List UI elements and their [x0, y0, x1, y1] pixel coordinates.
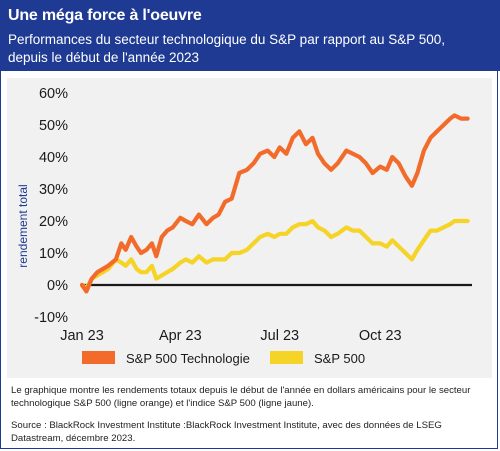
x-tick-label: Apr 23 — [159, 328, 202, 344]
legend: S&P 500 Technologie S&P 500 — [82, 351, 365, 366]
x-axis-labels: Jan 23 Apr 23 Jul 23 Oct 23 — [60, 328, 401, 344]
legend-label-tech: S&P 500 Technologie — [126, 351, 250, 366]
series-line-sp500 — [79, 218, 470, 291]
series-line-tech — [79, 113, 470, 294]
y-tick-label: -10% — [34, 310, 68, 326]
x-tick-label: Oct 23 — [359, 328, 402, 344]
chart-description: Le graphique montre les rendements totau… — [11, 385, 471, 409]
series-layer — [79, 113, 470, 294]
y-tick-label: 10% — [39, 246, 68, 262]
x-tick-label: Jan 23 — [60, 328, 104, 344]
header-banner: Une méga force à l'oeuvre Performances d… — [0, 0, 500, 71]
y-tick-label: 0% — [47, 278, 68, 294]
chart-panel: 60% 50% 40% 30% 20% 10% 0% -10% rendement total… — [7, 78, 492, 378]
y-tick-label: 30% — [39, 182, 68, 198]
legend-swatch-tech — [82, 351, 115, 364]
y-tick-label: 40% — [39, 150, 68, 166]
line-chart: 60% 50% 40% 30% 20% 10% 0% -10% rendement total… — [16, 86, 472, 366]
legend-label-sp500: S&P 500 — [314, 351, 365, 366]
chart-title: Une méga force à l'oeuvre — [8, 7, 202, 24]
y-tick-label: 50% — [39, 118, 68, 134]
source-note: Source : BlackRock Investment Institute … — [11, 420, 442, 444]
legend-swatch-sp500 — [270, 351, 303, 364]
y-tick-label: 60% — [39, 86, 68, 102]
y-tick-label: 20% — [39, 214, 68, 230]
y-axis-labels: 60% 50% 40% 30% 20% 10% 0% -10% — [34, 86, 68, 326]
x-tick-label: Jul 23 — [260, 328, 299, 344]
chart-subtitle: Performances du secteur technologique du… — [8, 32, 446, 65]
y-axis-label: rendement total — [16, 184, 30, 267]
